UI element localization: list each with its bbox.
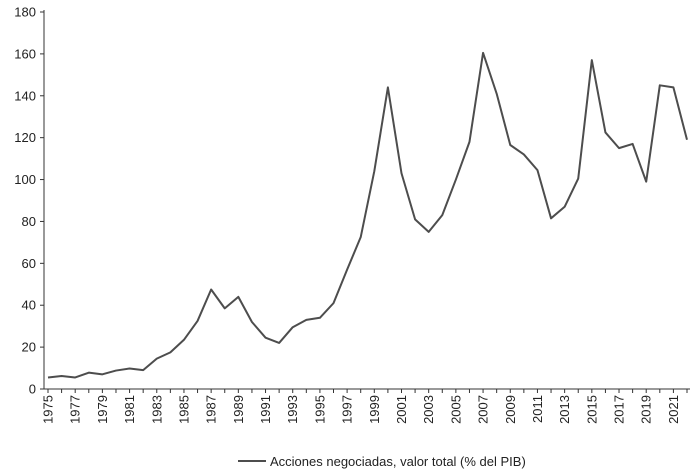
x-tick-label: 2017 bbox=[612, 395, 627, 424]
legend: Acciones negociadas, valor total (% del … bbox=[238, 454, 526, 469]
y-tick-label: 180 bbox=[14, 5, 36, 20]
y-axis-ticks: 0 20 40 60 80 100 120 140 160 180 bbox=[14, 5, 44, 397]
y-tick-label: 60 bbox=[22, 256, 36, 271]
x-tick-label: 2021 bbox=[666, 395, 681, 424]
y-tick-label: 40 bbox=[22, 298, 36, 313]
y-tick-label: 100 bbox=[14, 172, 36, 187]
x-tick-label: 2003 bbox=[421, 395, 436, 424]
axes bbox=[43, 10, 690, 390]
x-tick-label: 2001 bbox=[394, 395, 409, 424]
x-tick-label: 1977 bbox=[68, 395, 83, 424]
y-tick-label: 80 bbox=[22, 214, 36, 229]
x-axis-ticks: 1975 1977 1979 1981 1983 1985 1987 1989 1991 1993… bbox=[41, 389, 688, 424]
x-tick-label: 1989 bbox=[231, 395, 246, 424]
y-tick-label: 20 bbox=[22, 340, 36, 355]
x-tick-label: 2013 bbox=[557, 395, 572, 424]
x-tick-label: 1983 bbox=[149, 395, 164, 424]
x-tick-label: 1975 bbox=[41, 395, 56, 424]
x-tick-label: 1987 bbox=[204, 395, 219, 424]
x-tick-label: 2005 bbox=[448, 395, 463, 424]
x-tick-label: 1997 bbox=[340, 395, 355, 424]
x-tick-label: 1993 bbox=[285, 395, 300, 424]
x-tick-label: 1991 bbox=[258, 395, 273, 424]
x-tick-label: 1985 bbox=[176, 395, 191, 424]
x-tick-label: 2007 bbox=[476, 395, 491, 424]
x-tick-label: 1979 bbox=[95, 395, 110, 424]
x-tick-label: 2019 bbox=[639, 395, 654, 424]
legend-label: Acciones negociadas, valor total (% del … bbox=[270, 454, 526, 469]
x-tick-label: 1981 bbox=[122, 395, 137, 424]
y-tick-label: 160 bbox=[14, 46, 36, 61]
x-tick-label: 1995 bbox=[312, 395, 327, 424]
y-tick-label: 140 bbox=[14, 88, 36, 103]
series-line-1 bbox=[47, 51, 688, 379]
x-tick-label: 2011 bbox=[530, 395, 545, 423]
x-tick-label: 2009 bbox=[503, 395, 518, 424]
x-tick-label: 1999 bbox=[367, 395, 382, 424]
y-tick-label: 0 bbox=[29, 382, 36, 397]
y-tick-label: 120 bbox=[14, 130, 36, 145]
series-lines bbox=[47, 51, 688, 379]
x-tick-label: 2015 bbox=[584, 395, 599, 424]
